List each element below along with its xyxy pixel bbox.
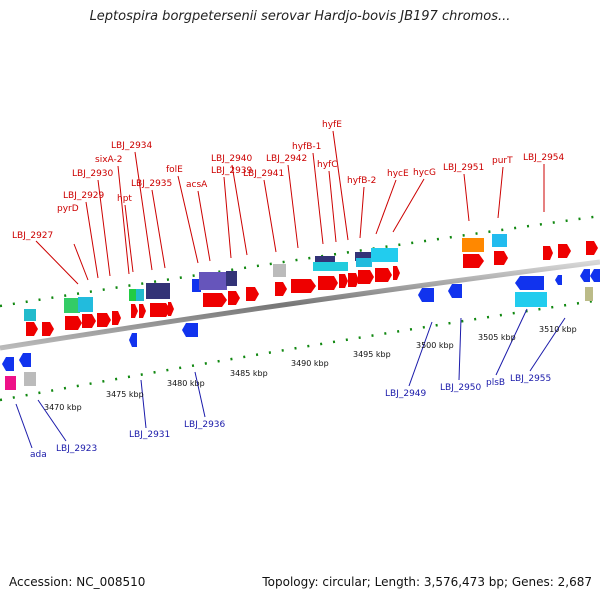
gene-label[interactable]: LBJ_2923 <box>56 444 97 454</box>
kbp-label: 3495 kbp <box>353 350 391 359</box>
gene-label[interactable]: LBJ_2934 <box>111 141 153 151</box>
accession-text: Accession: NC_008510 <box>9 575 146 589</box>
gene-label[interactable]: LBJ_2930 <box>72 169 114 179</box>
gene-label[interactable]: ada <box>30 450 47 460</box>
gene-label[interactable]: LBJ_2955 <box>510 374 551 384</box>
gene-label[interactable]: acsA <box>186 180 208 190</box>
topology-text: Topology: circular; Length: 3,576,473 bp… <box>262 575 592 589</box>
gene-label[interactable]: hyfE <box>322 120 342 130</box>
forward-gene-labels: LBJ_2927 pyrD LBJ_2929 LBJ_2930 sixA-2 h… <box>12 120 565 241</box>
gene-label[interactable]: LBJ_2936 <box>184 420 226 430</box>
gene-label[interactable]: plsB <box>486 378 505 388</box>
reverse-label-lines <box>15 308 566 449</box>
forward-genes <box>26 241 598 336</box>
gene-label[interactable]: LBJ_2929 <box>63 191 105 201</box>
gene-label[interactable]: LBJ_2927 <box>12 231 53 241</box>
kbp-label: 3480 kbp <box>167 379 205 388</box>
gene-label[interactable]: purT <box>492 156 513 166</box>
gene-label[interactable]: hyfB-2 <box>347 176 376 186</box>
forward-label-lines <box>35 130 545 285</box>
gene-label[interactable]: LBJ_2951 <box>443 163 484 173</box>
gene-label[interactable]: LBJ_2954 <box>523 153 565 163</box>
map-title: Leptospira borgpetersenii serovar Hardjo… <box>89 9 511 24</box>
gene-label[interactable]: LBJ_2939 <box>211 166 253 176</box>
kbp-label: 3485 kbp <box>230 369 268 378</box>
reverse-genes <box>2 269 600 371</box>
gene-label[interactable]: LBJ_2950 <box>440 383 482 393</box>
gene-label[interactable]: LBJ_2941 <box>243 169 284 179</box>
kbp-labels: 3470 kbp 3475 kbp 3480 kbp 3485 kbp 3490… <box>44 325 577 412</box>
gene-label[interactable]: pyrD <box>57 204 79 214</box>
reverse-gene-labels: ada LBJ_2923 LBJ_2931 LBJ_2936 LBJ_2949 … <box>30 374 551 460</box>
kbp-label: 3490 kbp <box>291 359 329 368</box>
gene-label[interactable]: hyfB-1 <box>292 142 321 152</box>
gene-label[interactable]: LBJ_2940 <box>211 154 253 164</box>
backbone <box>0 259 600 351</box>
gene-label[interactable]: sixA-2 <box>95 155 122 165</box>
kbp-label: 3505 kbp <box>478 333 516 342</box>
gene-label[interactable]: hycE <box>387 169 409 179</box>
kbp-label: 3475 kbp <box>106 390 144 399</box>
forward-features-upper <box>24 234 507 321</box>
gene-label[interactable]: LBJ_2931 <box>129 430 170 440</box>
reverse-features-lower <box>5 287 593 390</box>
gene-label[interactable]: hpt <box>117 194 132 204</box>
kbp-label: 3510 kbp <box>539 325 577 334</box>
gene-label[interactable]: hyfC <box>317 160 337 170</box>
forward-tick-row <box>0 214 600 308</box>
kbp-label: 3500 kbp <box>416 341 454 350</box>
kbp-label: 3470 kbp <box>44 403 82 412</box>
gene-label[interactable]: LBJ_2935 <box>131 179 172 189</box>
gene-label[interactable]: LBJ_2949 <box>385 389 427 399</box>
gene-label[interactable]: hycG <box>413 168 436 178</box>
gene-label[interactable]: folE <box>166 165 183 175</box>
gene-label[interactable]: LBJ_2942 <box>266 154 307 164</box>
